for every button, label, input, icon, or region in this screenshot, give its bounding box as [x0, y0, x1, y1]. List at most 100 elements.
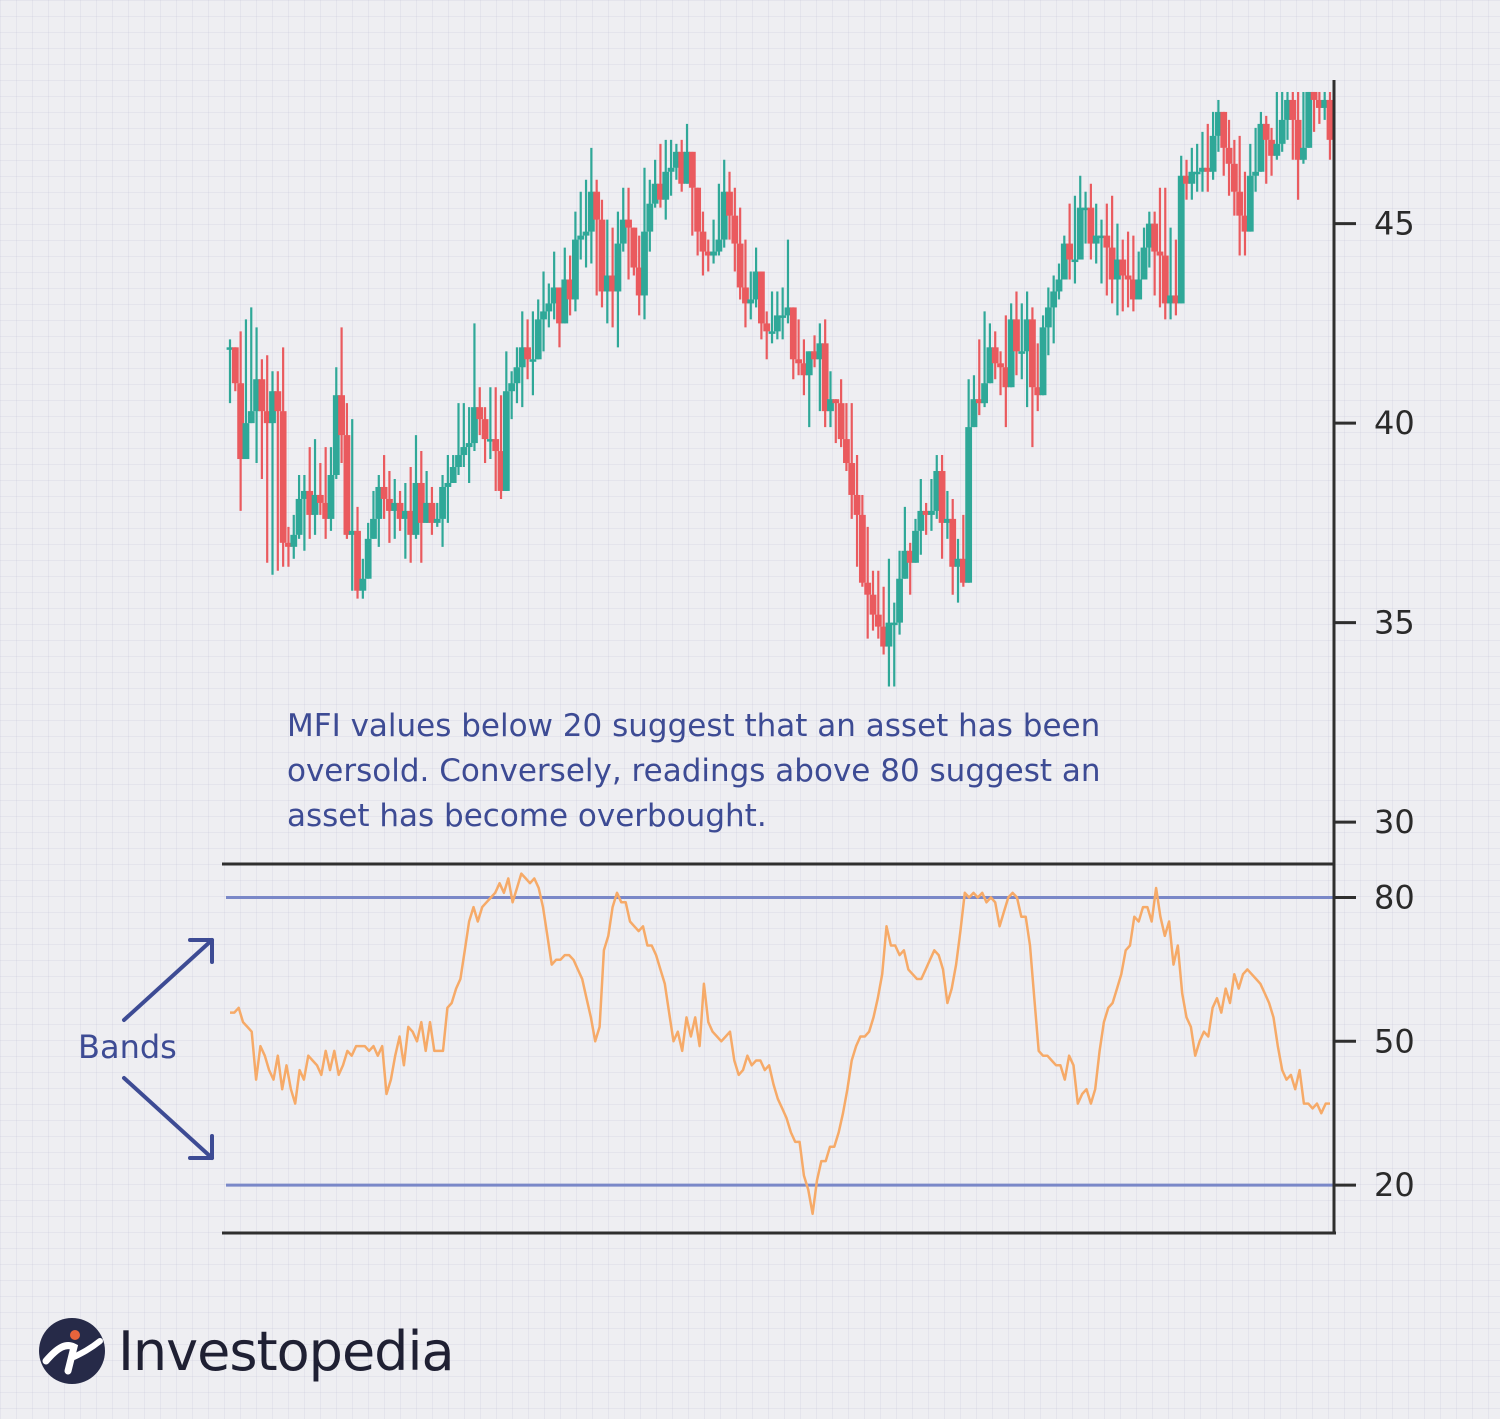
candle-body — [1066, 243, 1074, 260]
candle-body — [657, 183, 664, 200]
candle-body — [1273, 143, 1281, 156]
candle-body — [1145, 223, 1153, 248]
candle-body — [577, 235, 585, 240]
candle-body — [1294, 119, 1302, 160]
candle-body — [380, 486, 388, 499]
candle-body — [1103, 235, 1111, 248]
candle-body — [1098, 235, 1105, 239]
candle-body — [1183, 175, 1190, 184]
candle-body — [465, 443, 473, 448]
candle-body — [773, 315, 781, 332]
candle-body — [518, 347, 526, 368]
candle-body — [890, 622, 898, 626]
candle-body — [513, 367, 521, 384]
candle-body — [1300, 147, 1307, 160]
arrow-up-shaft — [122, 938, 214, 1022]
candle-body — [269, 391, 276, 424]
y-axis-ticks: 45 40 35 30 80 50 20 — [1334, 205, 1415, 1204]
candle-body — [423, 502, 431, 523]
candle-body — [412, 482, 420, 535]
candle-body — [922, 510, 930, 515]
candle-body — [279, 411, 287, 543]
candle-body — [1029, 319, 1036, 388]
candle-body — [471, 407, 478, 444]
candle-body — [497, 451, 505, 491]
candle-body — [710, 251, 717, 256]
candle-body — [975, 399, 983, 404]
candle-body — [619, 219, 627, 244]
candle-body — [901, 550, 909, 579]
candle-body — [784, 307, 792, 316]
candle-body — [1236, 191, 1244, 216]
candle-body — [858, 514, 866, 583]
mfi-panel — [226, 872, 1334, 1216]
candle-body — [1076, 207, 1084, 260]
candle-body — [1119, 259, 1127, 276]
candle-body — [338, 395, 345, 436]
candle-body — [1230, 163, 1238, 192]
price-tick-label: 40 — [1374, 404, 1415, 442]
candle-body — [401, 510, 409, 519]
candle-body — [959, 558, 967, 583]
candle-body — [1114, 259, 1121, 280]
price-candlestick-series — [226, 91, 1334, 687]
candle-body — [943, 518, 951, 523]
candle-body — [540, 311, 547, 320]
candle-body — [1268, 139, 1275, 156]
candle-body — [768, 331, 776, 334]
candle-body — [603, 275, 611, 292]
candle-body — [545, 303, 553, 312]
price-tick-label: 45 — [1374, 205, 1415, 243]
candle-body — [439, 486, 446, 519]
candle-body — [1156, 251, 1164, 256]
candle-body — [609, 275, 617, 292]
candle-body — [561, 279, 569, 324]
candle-body — [694, 187, 702, 232]
candle-body — [970, 399, 978, 428]
candle-body — [1002, 367, 1010, 388]
candle-body — [651, 183, 659, 204]
candle-body — [864, 582, 872, 595]
candle-body — [683, 151, 691, 184]
candle-body — [1215, 111, 1222, 136]
candle-body — [837, 403, 845, 440]
mfi-tick-label: 20 — [1374, 1166, 1415, 1204]
candle-body — [348, 530, 356, 535]
candle-body — [625, 219, 632, 228]
candle-body — [1039, 327, 1047, 396]
candle-body — [370, 518, 377, 539]
candle-body — [237, 383, 245, 460]
price-tick-label: 35 — [1374, 604, 1415, 642]
candle-body — [306, 490, 314, 515]
candle-body — [534, 319, 542, 360]
candle-body — [874, 614, 882, 627]
candle-body — [327, 475, 335, 519]
candle-body — [1151, 223, 1159, 252]
candle-body — [316, 494, 324, 503]
candle-body — [704, 251, 712, 256]
candle-body — [811, 351, 818, 360]
candle-body — [906, 550, 914, 563]
candle-body — [1246, 175, 1254, 232]
candle-body — [572, 239, 579, 300]
candle-body — [752, 271, 760, 300]
candle-body — [1135, 279, 1143, 300]
candle-body — [1007, 319, 1015, 388]
candle-body — [428, 502, 436, 523]
investopedia-logo: Investopedia — [38, 1316, 455, 1386]
candle-body — [1172, 295, 1180, 304]
bands-label: Bands — [78, 1028, 177, 1066]
candle-body — [991, 347, 999, 364]
candle-body — [343, 435, 351, 535]
candle-body — [492, 439, 500, 452]
candle-body — [630, 227, 638, 268]
candle-body — [274, 391, 282, 412]
candle-body — [1013, 319, 1020, 352]
candle-body — [880, 626, 888, 647]
candle-body — [688, 151, 696, 188]
candle-body — [1284, 99, 1291, 120]
candle-body — [433, 518, 441, 523]
candle-body — [885, 622, 893, 647]
price-tick-label: 30 — [1374, 803, 1415, 841]
candle-body — [736, 243, 744, 288]
